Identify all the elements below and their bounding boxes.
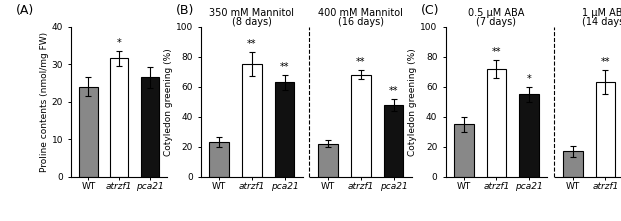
Text: *: * xyxy=(527,74,532,84)
Y-axis label: Cotyledon greening (%): Cotyledon greening (%) xyxy=(164,48,173,156)
Bar xyxy=(563,151,582,177)
Text: (16 days): (16 days) xyxy=(338,17,384,27)
Text: **: ** xyxy=(492,47,501,57)
Bar xyxy=(79,87,97,177)
Bar xyxy=(110,58,129,177)
Bar xyxy=(487,69,506,177)
Text: (7 days): (7 days) xyxy=(476,17,517,27)
Bar xyxy=(351,75,371,177)
Text: 1 μM ABA: 1 μM ABA xyxy=(582,8,621,18)
Text: (B): (B) xyxy=(176,4,195,17)
Text: **: ** xyxy=(356,57,366,67)
Text: **: ** xyxy=(601,57,610,67)
Bar xyxy=(319,144,338,177)
Text: (A): (A) xyxy=(16,4,34,17)
Y-axis label: Cotyledon greening (%): Cotyledon greening (%) xyxy=(409,48,417,156)
Text: (14 days): (14 days) xyxy=(582,17,621,27)
Bar xyxy=(209,142,229,177)
Bar xyxy=(141,77,160,177)
Bar xyxy=(242,64,262,177)
Text: **: ** xyxy=(247,39,256,49)
Bar xyxy=(596,82,615,177)
Bar xyxy=(519,94,539,177)
Y-axis label: Proline contents (nmol/mg FW): Proline contents (nmol/mg FW) xyxy=(40,32,49,172)
Text: 400 mM Mannitol: 400 mM Mannitol xyxy=(319,8,403,18)
Text: 0.5 μM ABA: 0.5 μM ABA xyxy=(468,8,525,18)
Bar xyxy=(275,82,294,177)
Text: 350 mM Mannitol: 350 mM Mannitol xyxy=(209,8,294,18)
Text: (C): (C) xyxy=(421,4,440,17)
Text: *: * xyxy=(117,38,122,48)
Bar xyxy=(384,105,404,177)
Text: **: ** xyxy=(389,86,398,96)
Text: (8 days): (8 days) xyxy=(232,17,272,27)
Text: **: ** xyxy=(280,62,289,72)
Bar xyxy=(454,124,474,177)
